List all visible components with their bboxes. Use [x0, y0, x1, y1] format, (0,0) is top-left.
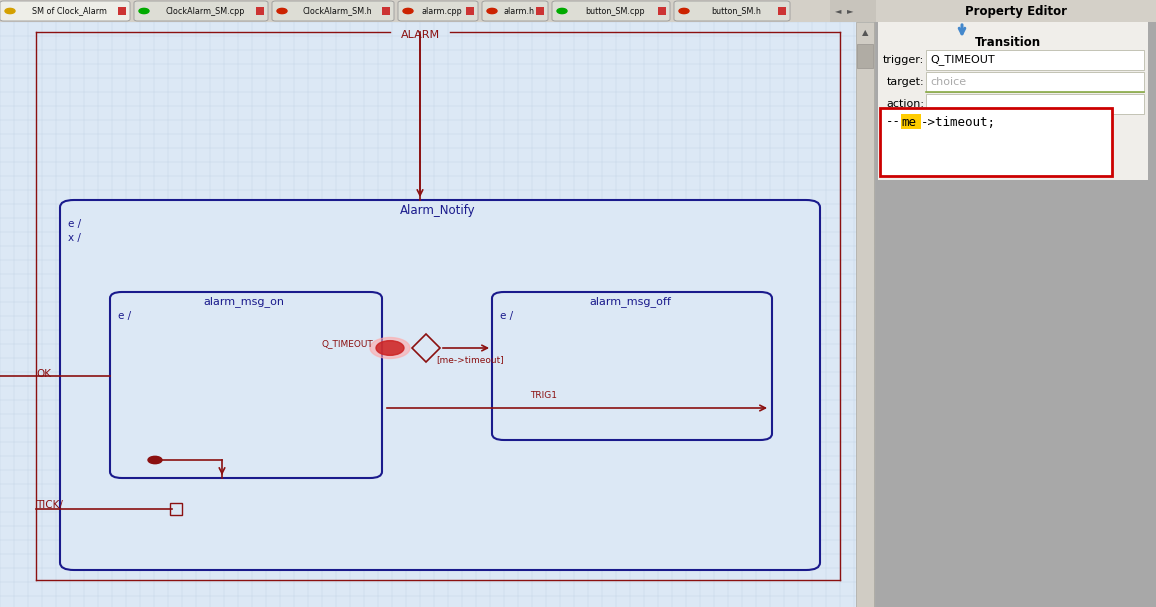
- Text: action:: action:: [885, 99, 924, 109]
- Bar: [876, 0, 1156, 607]
- Text: alarm.h: alarm.h: [504, 7, 534, 16]
- Bar: [536, 7, 544, 15]
- Text: alarm_msg_off: alarm_msg_off: [590, 297, 670, 308]
- Bar: [926, 50, 1144, 70]
- Text: trigger:: trigger:: [883, 55, 924, 65]
- Bar: [857, 44, 873, 68]
- Text: TICK/: TICK/: [36, 500, 62, 510]
- Text: ClockAlarm_SM.cpp: ClockAlarm_SM.cpp: [165, 7, 245, 16]
- Bar: [926, 72, 1144, 92]
- FancyBboxPatch shape: [0, 1, 129, 21]
- Text: ▲: ▲: [861, 29, 868, 38]
- Text: e /: e /: [118, 311, 131, 321]
- Bar: [118, 7, 126, 15]
- Text: Q_TIMEOUT: Q_TIMEOUT: [323, 339, 373, 348]
- Text: alarm_msg_on: alarm_msg_on: [203, 297, 284, 308]
- Bar: [926, 94, 1144, 114]
- Bar: [901, 114, 921, 129]
- Text: ->timeout;: ->timeout;: [921, 115, 996, 129]
- Circle shape: [148, 456, 162, 464]
- Text: choice: choice: [929, 77, 966, 87]
- Text: x /: x /: [68, 233, 81, 243]
- Circle shape: [679, 8, 689, 13]
- Bar: [830, 0, 876, 22]
- Text: e /: e /: [501, 311, 513, 321]
- Text: alarm.cpp: alarm.cpp: [422, 7, 462, 16]
- Text: ALARM: ALARM: [400, 30, 439, 40]
- Bar: [381, 7, 390, 15]
- Bar: [879, 22, 1148, 180]
- Text: TRIG1: TRIG1: [529, 392, 557, 401]
- Text: Q_TIMEOUT: Q_TIMEOUT: [929, 55, 994, 66]
- Bar: [658, 7, 666, 15]
- FancyBboxPatch shape: [60, 200, 820, 570]
- FancyBboxPatch shape: [110, 292, 381, 478]
- FancyBboxPatch shape: [553, 1, 670, 21]
- Text: button_SM.cpp: button_SM.cpp: [585, 7, 645, 16]
- Bar: [170, 503, 181, 515]
- Circle shape: [557, 8, 566, 13]
- FancyBboxPatch shape: [482, 1, 548, 21]
- Text: Transition: Transition: [975, 36, 1042, 50]
- Text: Alarm_Notify: Alarm_Notify: [400, 203, 476, 217]
- Text: [me->timeout]: [me->timeout]: [436, 356, 504, 364]
- Circle shape: [403, 8, 413, 13]
- Bar: [855, 22, 874, 607]
- Circle shape: [370, 337, 410, 359]
- Bar: [0, 22, 874, 607]
- FancyBboxPatch shape: [134, 1, 268, 21]
- Circle shape: [487, 8, 497, 13]
- Bar: [880, 108, 1112, 176]
- Text: SM of Clock_Alarm: SM of Clock_Alarm: [31, 7, 106, 16]
- Text: e /: e /: [68, 219, 81, 229]
- FancyBboxPatch shape: [674, 1, 790, 21]
- Text: OK: OK: [36, 369, 51, 379]
- Text: ClockAlarm_SM.h: ClockAlarm_SM.h: [302, 7, 372, 16]
- Text: Property Editor: Property Editor: [965, 4, 1067, 18]
- Bar: [255, 7, 264, 15]
- Text: button_SM.h: button_SM.h: [711, 7, 761, 16]
- FancyBboxPatch shape: [272, 1, 394, 21]
- Circle shape: [277, 8, 287, 13]
- Text: ◄: ◄: [835, 7, 842, 16]
- Text: me: me: [901, 115, 916, 129]
- FancyBboxPatch shape: [492, 292, 772, 440]
- Circle shape: [376, 341, 403, 355]
- Bar: [0, 0, 876, 22]
- Bar: [876, 0, 1156, 22]
- Text: target:: target:: [887, 77, 924, 87]
- FancyBboxPatch shape: [398, 1, 477, 21]
- Text: ►: ►: [846, 7, 853, 16]
- Bar: [778, 7, 786, 15]
- Circle shape: [139, 8, 149, 13]
- Bar: [466, 7, 474, 15]
- Circle shape: [5, 8, 15, 13]
- Text: --: --: [885, 115, 901, 129]
